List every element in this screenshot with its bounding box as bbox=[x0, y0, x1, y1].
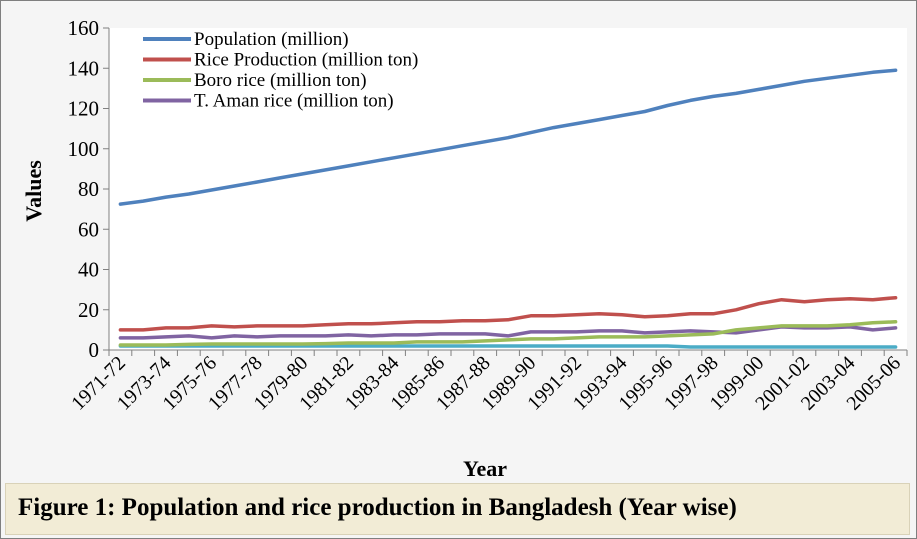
y-axis-title: Values bbox=[21, 160, 46, 222]
y-tick-label: 0 bbox=[89, 338, 100, 362]
series-line bbox=[118, 295, 898, 332]
x-axis-title: Year bbox=[463, 456, 507, 481]
y-tick-label: 100 bbox=[68, 137, 100, 161]
legend-label: Rice Production (million ton) bbox=[194, 50, 418, 71]
y-tick-label: 120 bbox=[68, 97, 100, 121]
y-tick-label: 40 bbox=[78, 258, 99, 282]
figure-caption: Figure 1: Population and rice production… bbox=[18, 494, 737, 521]
y-tick-label: 60 bbox=[78, 217, 99, 241]
y-tick-label: 20 bbox=[78, 298, 99, 322]
legend: Population (million)Rice Production (mil… bbox=[143, 29, 418, 112]
plot-area bbox=[109, 28, 907, 350]
series-line bbox=[118, 320, 898, 347]
series-line bbox=[118, 68, 898, 206]
series-line bbox=[118, 344, 898, 349]
y-tick-label: 140 bbox=[68, 56, 100, 80]
legend-label: Boro rice (million ton) bbox=[194, 70, 367, 91]
legend-label: T. Aman rice (million ton) bbox=[194, 91, 394, 112]
series-lines bbox=[118, 68, 898, 349]
legend-label: Population (million) bbox=[194, 29, 349, 50]
y-tick-label: 160 bbox=[68, 16, 100, 40]
y-tick-label: 80 bbox=[78, 177, 99, 201]
figure-caption-box: Figure 1: Population and rice production… bbox=[5, 483, 910, 535]
